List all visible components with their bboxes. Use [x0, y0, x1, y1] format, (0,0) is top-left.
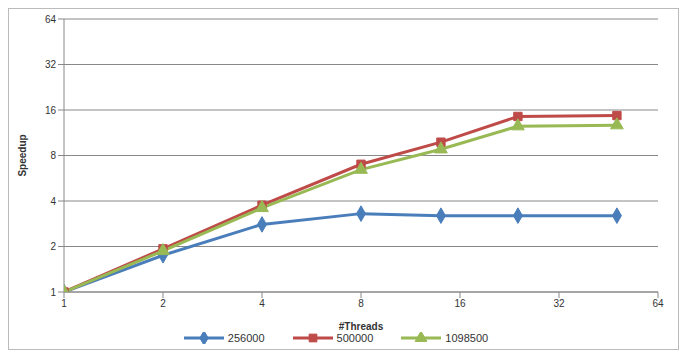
svg-text:8: 8	[50, 150, 56, 161]
svg-text:8: 8	[358, 298, 364, 309]
html-text:500000: 500000	[336, 332, 374, 344]
svg-text:64: 64	[652, 298, 664, 309]
svg-text:2: 2	[160, 298, 166, 309]
svg-text:4: 4	[259, 298, 265, 309]
svg-text:16: 16	[45, 105, 57, 116]
svg-text:64: 64	[45, 14, 57, 25]
svg-text:32: 32	[553, 298, 565, 309]
svg-text:2: 2	[50, 241, 56, 252]
svg-text:1: 1	[50, 287, 56, 298]
svg-text:16: 16	[454, 298, 466, 309]
html-text:1098500: 1098500	[445, 332, 489, 344]
svg-text:Speedup: Speedup	[17, 134, 28, 176]
svg-text:#Threads: #Threads	[339, 321, 384, 332]
svg-text:4: 4	[50, 196, 56, 207]
svg-text:32: 32	[45, 59, 57, 70]
html-text:256000: 256000	[227, 332, 265, 344]
svg-text:1: 1	[61, 298, 67, 309]
